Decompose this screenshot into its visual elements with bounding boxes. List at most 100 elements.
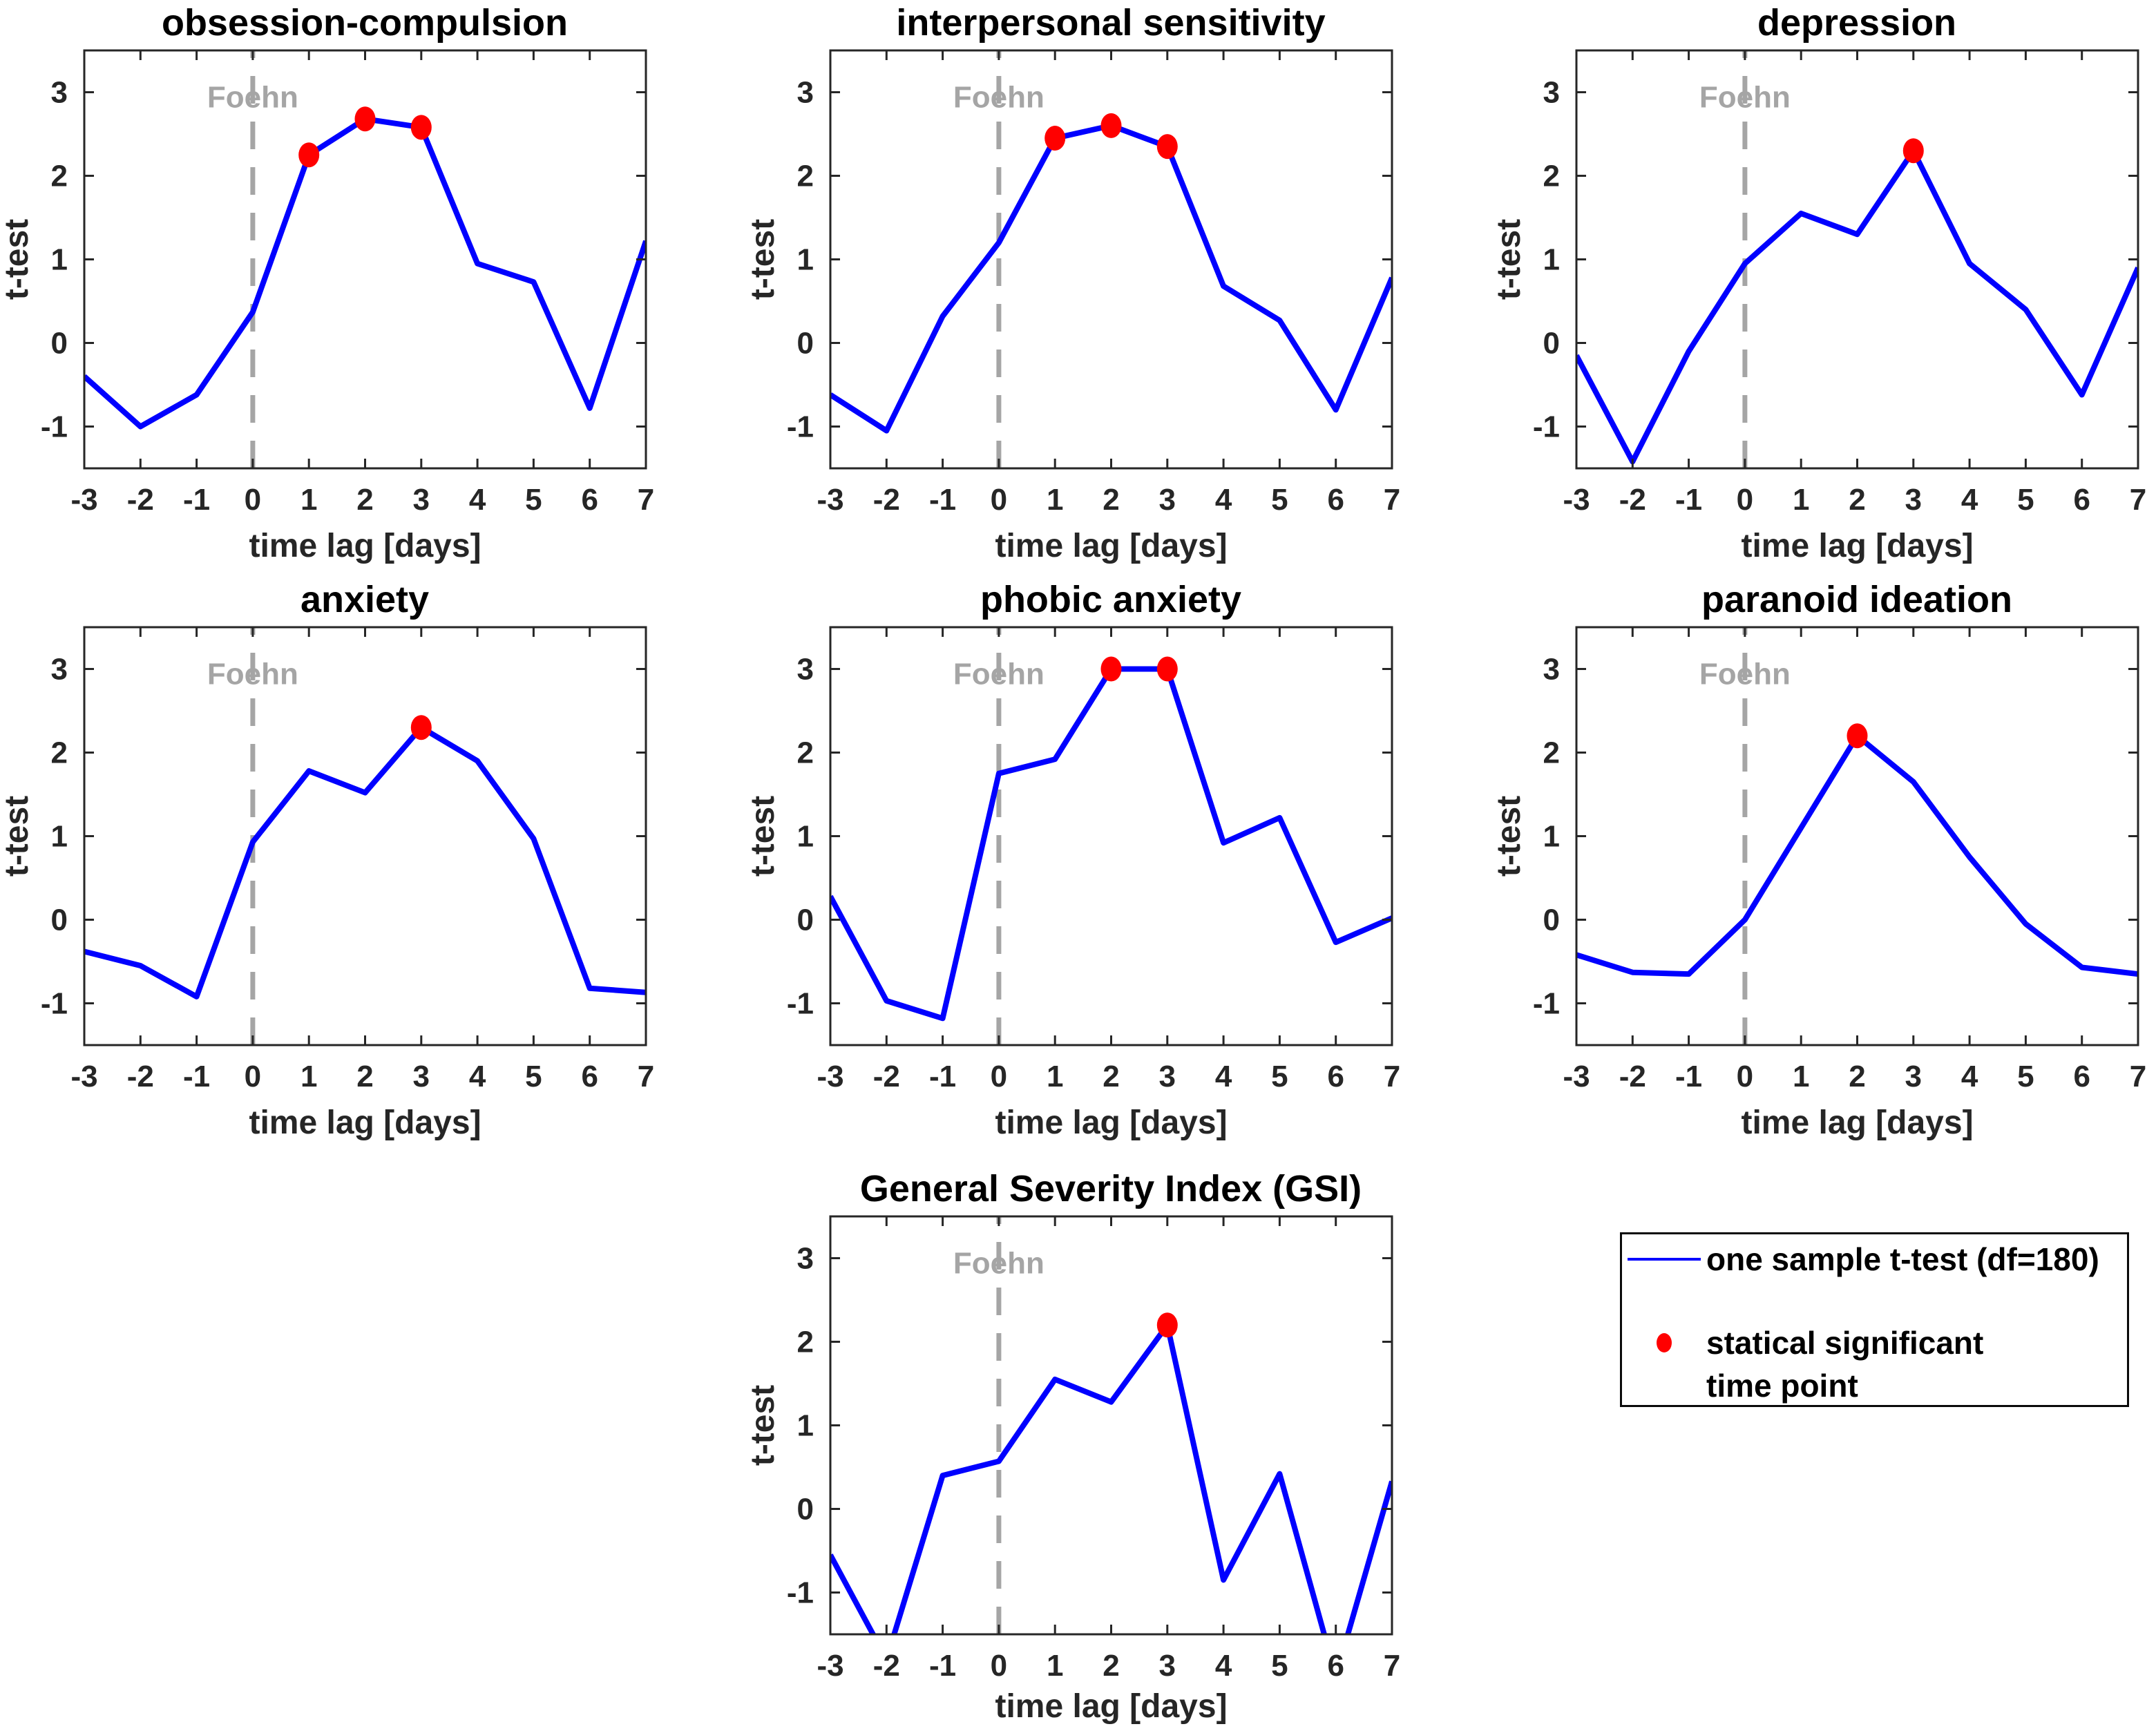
svg-text:Foehn: Foehn <box>1699 80 1791 114</box>
subplot-interpersonal-sensitivity: Foehn -3 -2 -1 0 1 2 3 4 5 6 7 -1 0 1 2 3 time lag [days]… <box>746 0 1465 577</box>
svg-text:4: 4 <box>1215 1060 1232 1093</box>
svg-text:6: 6 <box>2073 483 2090 517</box>
svg-text:-1: -1 <box>41 987 68 1021</box>
svg-text:3: 3 <box>1543 76 1560 110</box>
svg-text:-1: -1 <box>787 410 814 444</box>
legend-line-label: one sample t-test (df=180) <box>1706 1241 2099 1277</box>
svg-text:0: 0 <box>1543 327 1560 361</box>
depression-plot-canvas: Foehn -3 -2 -1 0 1 2 3 4 5 6 7 -1 0 1 2 3 time lag [days]… <box>1492 49 2146 564</box>
svg-text:-1: -1 <box>1533 987 1560 1021</box>
svg-text:1: 1 <box>1047 483 1063 517</box>
svg-text:2: 2 <box>1103 1649 1119 1683</box>
svg-text:7: 7 <box>638 483 654 517</box>
svg-text:3: 3 <box>1905 483 1922 517</box>
svg-text:-1: -1 <box>1675 1060 1702 1093</box>
svg-text:0: 0 <box>991 483 1007 517</box>
svg-text:t-test: t-test <box>0 796 35 877</box>
svg-text:-1: -1 <box>929 1649 956 1683</box>
svg-text:6: 6 <box>2073 1060 2090 1093</box>
svg-text:2: 2 <box>1543 160 1560 193</box>
svg-text:1: 1 <box>1793 483 1809 517</box>
svg-text:-1: -1 <box>183 1060 210 1093</box>
svg-text:0: 0 <box>1737 483 1753 517</box>
svg-text:time lag [days]: time lag [days] <box>1741 528 1973 564</box>
svg-text:5: 5 <box>1271 1649 1288 1683</box>
svg-text:-3: -3 <box>70 483 97 517</box>
svg-text:1: 1 <box>1047 1060 1063 1093</box>
subplot-paranoid-ideation: Foehn -3 -2 -1 0 1 2 3 4 5 6 7 -1 0 1 2 3 time lag [days]… <box>1492 577 2156 1154</box>
svg-text:5: 5 <box>2017 483 2034 517</box>
svg-text:4: 4 <box>469 483 486 517</box>
subplot-depression: Foehn -3 -2 -1 0 1 2 3 4 5 6 7 -1 0 1 2 3 time lag [days]… <box>1492 0 2156 577</box>
svg-text:2: 2 <box>51 160 68 193</box>
svg-text:-3: -3 <box>70 1060 97 1093</box>
plot-title: obsession-compulsion <box>161 2 569 44</box>
svg-text:time lag [days]: time lag [days] <box>995 1688 1227 1725</box>
svg-text:3: 3 <box>1543 653 1560 687</box>
svg-text:7: 7 <box>1384 1649 1400 1683</box>
plot-title: General Severity Index (GSI) <box>859 1168 1362 1209</box>
svg-text:0: 0 <box>1737 1060 1753 1093</box>
svg-text:3: 3 <box>51 76 68 110</box>
subplot-obsession-compulsion: Foehn -3 -2 -1 0 1 2 3 4 5 6 7 -1 0 1 2 3 time lag [days]… <box>0 0 718 577</box>
interpersonal-sensitivity-plot-canvas: Foehn -3 -2 -1 0 1 2 3 4 5 6 7 -1 0 1 2 3 time lag [days]… <box>746 49 1400 564</box>
svg-text:2: 2 <box>1543 736 1560 770</box>
svg-text:0: 0 <box>991 1060 1007 1093</box>
svg-text:5: 5 <box>525 1060 542 1093</box>
svg-text:0: 0 <box>245 1060 261 1093</box>
svg-text:7: 7 <box>2130 483 2146 517</box>
svg-text:t-test: t-test <box>746 796 781 877</box>
plot-title: paranoid ideation <box>1701 579 2013 620</box>
svg-text:-1: -1 <box>1533 410 1560 444</box>
svg-text:-2: -2 <box>873 1649 900 1683</box>
svg-text:-2: -2 <box>873 1060 900 1093</box>
paranoid-ideation-plot-canvas: Foehn -3 -2 -1 0 1 2 3 4 5 6 7 -1 0 1 2 3 time lag [days]… <box>1492 626 2146 1141</box>
svg-text:1: 1 <box>1543 820 1560 854</box>
svg-text:0: 0 <box>991 1649 1007 1683</box>
svg-text:6: 6 <box>1327 1649 1344 1683</box>
svg-text:2: 2 <box>797 1326 814 1359</box>
svg-text:3: 3 <box>1159 1649 1176 1683</box>
legend-marker-label-line2: time point <box>1706 1368 1858 1404</box>
svg-text:2: 2 <box>1103 483 1119 517</box>
svg-text:-3: -3 <box>1563 1060 1590 1093</box>
svg-text:Foehn: Foehn <box>953 657 1044 691</box>
svg-text:2: 2 <box>1103 1060 1119 1093</box>
svg-text:-2: -2 <box>127 1060 154 1093</box>
legend-marker-label-line1: statical significant <box>1706 1325 1984 1361</box>
svg-text:time lag [days]: time lag [days] <box>1741 1104 1973 1141</box>
svg-text:2: 2 <box>356 1060 373 1093</box>
svg-text:4: 4 <box>1215 1649 1232 1683</box>
svg-text:time lag [days]: time lag [days] <box>249 1104 481 1141</box>
svg-text:-1: -1 <box>41 410 68 444</box>
anxiety-plot-canvas: Foehn -3 -2 -1 0 1 2 3 4 5 6 7 -1 0 1 2 3 time lag [days]… <box>0 626 654 1141</box>
svg-text:3: 3 <box>1159 1060 1176 1093</box>
svg-text:0: 0 <box>797 1493 814 1527</box>
svg-text:1: 1 <box>797 243 814 277</box>
svg-text:7: 7 <box>1384 483 1400 517</box>
svg-text:4: 4 <box>469 1060 486 1093</box>
svg-text:-1: -1 <box>787 987 814 1021</box>
svg-text:0: 0 <box>797 903 814 937</box>
svg-text:3: 3 <box>1905 1060 1922 1093</box>
svg-text:t-test: t-test <box>1492 796 1527 877</box>
svg-text:-2: -2 <box>873 483 900 517</box>
svg-text:-2: -2 <box>1619 1060 1646 1093</box>
svg-text:-1: -1 <box>183 483 210 517</box>
legend-marker-icon <box>1657 1333 1672 1352</box>
legend-entry-marker: statical significant time point <box>1622 1321 1983 1407</box>
svg-text:0: 0 <box>51 903 68 937</box>
svg-text:Foehn: Foehn <box>207 80 298 114</box>
svg-text:2: 2 <box>797 160 814 193</box>
legend-marker-label: statical significant time point <box>1706 1321 1983 1407</box>
svg-text:t-test: t-test <box>0 219 35 300</box>
svg-text:t-test: t-test <box>1492 219 1527 300</box>
legend-entry-line: one sample t-test (df=180) <box>1622 1238 2099 1281</box>
svg-text:-3: -3 <box>817 1060 843 1093</box>
svg-text:Foehn: Foehn <box>1699 657 1791 691</box>
svg-text:-1: -1 <box>1675 483 1702 517</box>
general-severity-index-plot-canvas: Foehn -3 -2 -1 0 1 2 3 4 5 6 7 -1 0 1 2 3 time lag [days]… <box>746 1215 1400 1725</box>
legend-line-icon <box>1628 1258 1701 1261</box>
svg-text:6: 6 <box>581 1060 598 1093</box>
svg-text:-2: -2 <box>1619 483 1646 517</box>
